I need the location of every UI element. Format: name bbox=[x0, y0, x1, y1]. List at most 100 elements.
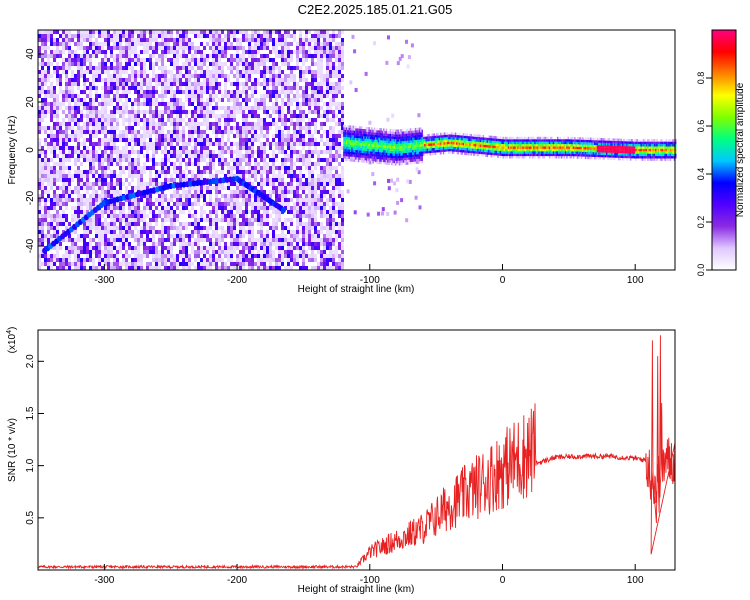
spectrogram-cell bbox=[215, 154, 218, 158]
spectrogram-cell bbox=[341, 102, 344, 106]
spectrogram-cell bbox=[233, 114, 236, 118]
spectrogram-cell bbox=[80, 34, 83, 38]
spectrogram-cell bbox=[332, 94, 335, 98]
spectrogram-cell bbox=[164, 86, 167, 90]
spectrogram-cell bbox=[71, 34, 74, 38]
spectrogram-cell bbox=[41, 214, 44, 218]
spectrogram-cell bbox=[275, 62, 278, 66]
spectrogram-cell bbox=[269, 34, 272, 38]
spectrogram-cell bbox=[143, 94, 146, 98]
spectrogram-cell bbox=[167, 50, 170, 54]
spectrogram-cell bbox=[387, 186, 391, 191]
spectrogram-cell bbox=[155, 30, 158, 34]
spectrogram-cell bbox=[302, 242, 305, 246]
spectrogram-cell bbox=[305, 178, 308, 182]
spectrogram-cell bbox=[122, 66, 125, 70]
spectrogram-cell bbox=[68, 90, 71, 94]
spectrogram-cell bbox=[80, 182, 83, 186]
spectrogram-cell bbox=[134, 246, 137, 250]
spectrogram-cell bbox=[65, 78, 68, 82]
spectrogram-cell bbox=[167, 234, 170, 238]
spectrogram-cell bbox=[125, 130, 128, 134]
spectrogram-cell bbox=[128, 122, 131, 126]
spectrogram-cell bbox=[405, 218, 409, 223]
spectrogram-cell bbox=[152, 126, 155, 130]
spectrogram-cell bbox=[116, 162, 119, 166]
spectrogram-cell bbox=[254, 194, 257, 198]
spectrogram-cell bbox=[125, 138, 128, 142]
spectrogram-cell bbox=[137, 118, 140, 122]
spectrogram-cell bbox=[254, 178, 257, 182]
spectrogram-cell bbox=[86, 222, 89, 226]
spectrogram-signal-cell bbox=[345, 141, 348, 145]
spectrogram-cell bbox=[128, 114, 131, 118]
spectrogram-cell bbox=[137, 198, 140, 202]
spectrogram-cell bbox=[80, 142, 83, 146]
spectrogram-cell bbox=[89, 230, 92, 234]
spectrogram-cell bbox=[212, 54, 215, 58]
spectrogram-cell bbox=[53, 134, 56, 138]
spectrogram-cell bbox=[221, 146, 224, 150]
spectrogram-cell bbox=[311, 134, 314, 138]
spectrogram-cell bbox=[221, 134, 224, 138]
spectrogram-cell bbox=[284, 126, 287, 130]
spectrogram-cell bbox=[200, 146, 203, 150]
spectrogram-cell bbox=[161, 110, 164, 114]
spectrogram-cell bbox=[122, 118, 125, 122]
spectrogram-cell bbox=[338, 210, 341, 214]
spectrogram-cell bbox=[338, 146, 341, 150]
spectrogram-cell bbox=[254, 90, 257, 94]
spectrogram-cell bbox=[314, 254, 317, 258]
spectrogram-cell bbox=[41, 234, 44, 238]
spectrogram-cell bbox=[248, 266, 251, 270]
spectrogram-cell bbox=[68, 234, 71, 238]
spectrogram-cell bbox=[341, 202, 344, 206]
spectrogram-cell bbox=[332, 198, 335, 202]
spectrogram-cell bbox=[191, 222, 194, 226]
spectrogram-cell bbox=[236, 198, 239, 202]
spectrogram-cell bbox=[149, 206, 152, 210]
spectrogram-cell bbox=[164, 170, 167, 174]
spectrogram-cell bbox=[128, 174, 131, 178]
spectrogram-cell bbox=[68, 30, 71, 34]
spectrogram-cell bbox=[278, 254, 281, 258]
spectrogram-cell bbox=[302, 98, 305, 102]
spectrogram-cell bbox=[218, 66, 221, 70]
spectrogram-cell bbox=[89, 62, 92, 66]
spectrogram-cell bbox=[182, 126, 185, 130]
spectrogram-cell bbox=[140, 210, 143, 214]
spectrogram-cell bbox=[77, 238, 80, 242]
spectrogram-cell bbox=[248, 178, 251, 182]
spectrogram-cell bbox=[161, 226, 164, 230]
spectrogram-cell bbox=[200, 234, 203, 238]
spectrogram-cell bbox=[191, 86, 194, 90]
spectrogram-cell bbox=[251, 94, 254, 98]
spectrogram-cell bbox=[170, 138, 173, 142]
spectrogram-cell bbox=[83, 106, 86, 110]
spectrogram-cell bbox=[83, 242, 86, 246]
spectrogram-cell bbox=[311, 214, 314, 218]
spectrogram-cell bbox=[170, 258, 173, 262]
spectrogram-cell bbox=[230, 70, 233, 74]
spectrogram-cell bbox=[74, 78, 77, 82]
spectrogram-cell bbox=[299, 118, 302, 122]
spectrogram-cell bbox=[311, 102, 314, 106]
spectrogram-cell bbox=[224, 126, 227, 130]
spectrogram-cell bbox=[269, 94, 272, 98]
spectrogram-cell bbox=[74, 246, 77, 250]
spectrogram-cell bbox=[191, 42, 194, 46]
spectrogram-cell bbox=[341, 266, 344, 270]
spectrogram-cell bbox=[260, 242, 263, 246]
spectrogram-cell bbox=[341, 234, 344, 238]
spectrogram-cell bbox=[335, 178, 338, 182]
spectrogram-cell bbox=[266, 70, 269, 74]
spectrogram-cell bbox=[338, 262, 341, 266]
spectrogram-cell bbox=[387, 178, 390, 183]
spectrogram-cell bbox=[287, 202, 290, 206]
spectrogram-cell bbox=[251, 106, 254, 110]
spectrogram-cell bbox=[176, 90, 179, 94]
spectrogram-cell bbox=[143, 238, 146, 242]
spectrogram-cell bbox=[44, 234, 47, 238]
spectrogram-cell bbox=[50, 50, 53, 54]
spectrogram-cell bbox=[119, 218, 122, 222]
